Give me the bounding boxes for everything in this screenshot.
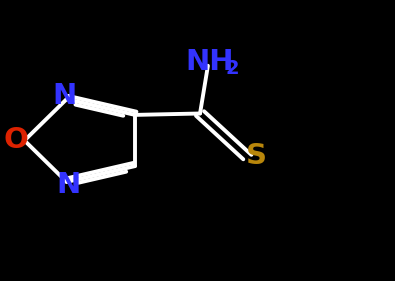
Text: NH: NH [186, 47, 234, 76]
Text: O: O [3, 126, 28, 154]
Text: S: S [246, 142, 267, 171]
Text: N: N [53, 82, 77, 110]
Text: 2: 2 [226, 59, 239, 78]
Text: N: N [56, 171, 81, 199]
